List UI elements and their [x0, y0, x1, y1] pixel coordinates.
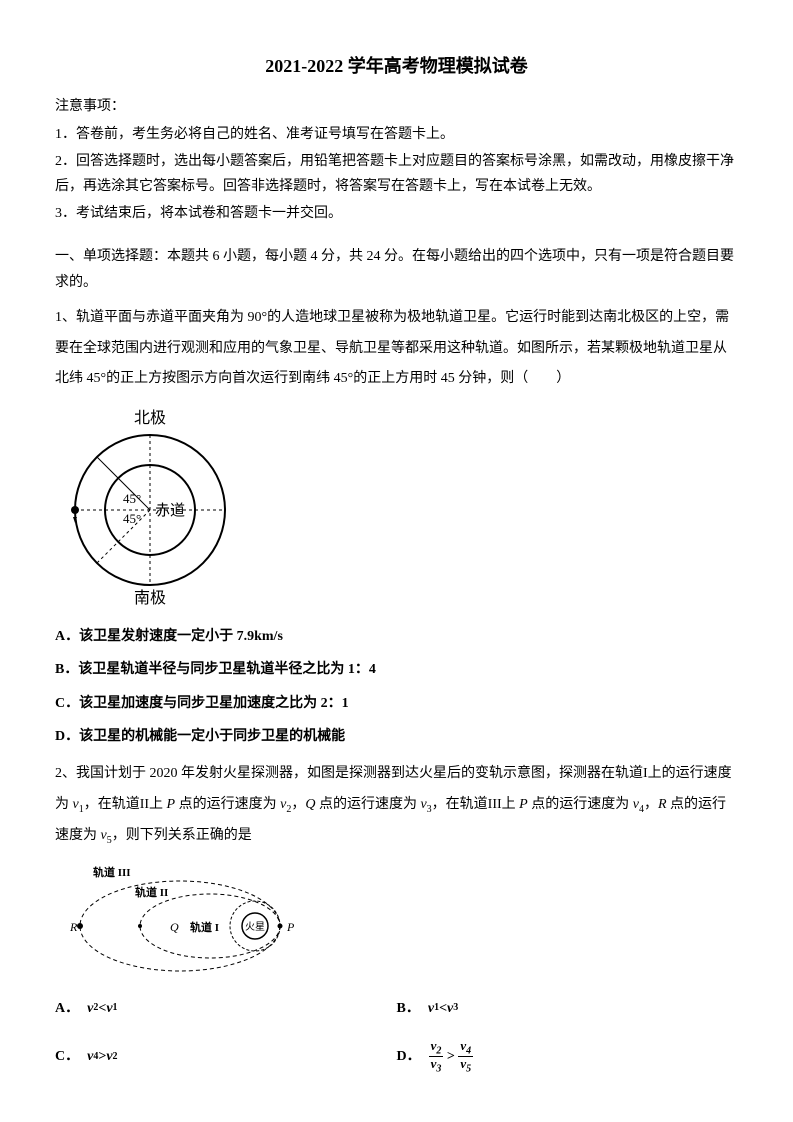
point-p-dot: [278, 924, 283, 929]
q2-options-row-1: A． v2 < v1 B． v1 < v3: [55, 996, 738, 1021]
point-r-dot: [77, 923, 83, 929]
section-intro: 一、单项选择题：本题共 6 小题，每小题 4 分，共 24 分。在每小题给出的四…: [55, 244, 738, 294]
south-pole-label: 南极: [134, 589, 166, 605]
point-p-label: P: [286, 920, 295, 934]
notice-item-1: 1．答卷前，考生务必将自己的姓名、准考证号填写在答题卡上。: [55, 122, 738, 147]
question-2-figure: 轨道 III 轨道 II 轨道 I 火星 R Q P: [55, 861, 738, 985]
q2-option-a: A． v2 < v1: [55, 996, 397, 1021]
q1-option-c: C．该卫星加速度与同步卫星加速度之比为 2：1: [55, 691, 738, 716]
orbit3-label: 轨道 III: [93, 865, 131, 879]
question-1-figure: 北极 45° 45° 赤道 南极: [55, 405, 738, 614]
q1-option-d: D．该卫星的机械能一定小于同步卫星的机械能: [55, 724, 738, 749]
equator-label: 赤道: [155, 502, 185, 519]
angle-45-lower: 45°: [123, 511, 141, 526]
point-q-dot: [138, 924, 142, 928]
mars-label: 火星: [245, 921, 265, 933]
satellite-dot: [71, 506, 79, 514]
q2-option-d: D． v2v3 > v4v5: [397, 1039, 739, 1075]
north-pole-label: 北极: [134, 409, 166, 427]
question-1-text: 1、轨道平面与赤道平面夹角为 90°的人造地球卫星被称为极地轨道卫星。它运行时能…: [55, 303, 738, 395]
q2-option-b: B． v1 < v3: [397, 996, 739, 1021]
exam-title: 2021-2022 学年高考物理模拟试卷: [55, 50, 738, 82]
angle-45-upper: 45°: [123, 491, 141, 506]
notice-header: 注意事项：: [55, 94, 738, 119]
orbit2-label: 轨道 II: [135, 885, 168, 899]
point-r-label: R: [69, 920, 78, 934]
notice-item-3: 3．考试结束后，将本试卷和答题卡一并交回。: [55, 201, 738, 226]
q1-option-b: B．该卫星轨道半径与同步卫星轨道半径之比为 1：4: [55, 657, 738, 682]
orbit1-label: 轨道 I: [190, 920, 219, 934]
q2-option-c: C． v4 > v2: [55, 1039, 397, 1075]
point-q-label: Q: [170, 920, 179, 934]
question-2-text: 2、我国计划于 2020 年发射火星探测器，如图是探测器到达火星后的变轨示意图，…: [55, 759, 738, 851]
q1-option-a: A．该卫星发射速度一定小于 7.9km/s: [55, 624, 738, 649]
q2-options-row-2: C． v4 > v2 D． v2v3 > v4v5: [55, 1039, 738, 1075]
notice-item-2: 2．回答选择题时，选出每小题答案后，用铅笔把答题卡上对应题目的答案标号涂黑，如需…: [55, 149, 738, 199]
